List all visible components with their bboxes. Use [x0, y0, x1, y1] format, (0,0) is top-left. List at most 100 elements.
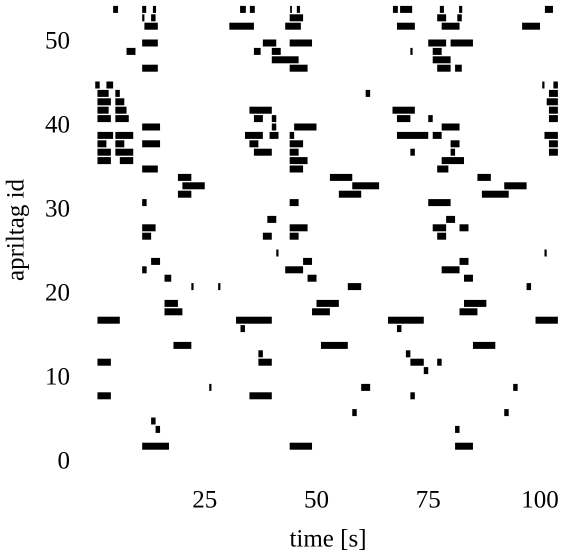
- event: [450, 39, 473, 47]
- event: [437, 64, 451, 72]
- event: [271, 115, 277, 123]
- event: [437, 14, 447, 22]
- event: [296, 5, 300, 13]
- event: [289, 131, 295, 139]
- event: [464, 274, 473, 282]
- event: [544, 131, 558, 139]
- event: [548, 115, 558, 123]
- event: [428, 39, 447, 47]
- event: [432, 131, 442, 139]
- event: [115, 106, 127, 114]
- event: [289, 157, 308, 165]
- event: [177, 190, 192, 198]
- event: [97, 140, 107, 148]
- event: [546, 98, 558, 106]
- event: [504, 409, 509, 417]
- event: [151, 417, 156, 425]
- event: [97, 98, 111, 106]
- event: [535, 316, 558, 324]
- event: [303, 257, 313, 265]
- event: [459, 257, 469, 265]
- event: [437, 165, 449, 173]
- y-tick-label: 0: [58, 448, 71, 475]
- event: [289, 199, 299, 207]
- event: [95, 81, 100, 89]
- event: [455, 64, 462, 72]
- event: [365, 89, 371, 97]
- event: [142, 224, 156, 232]
- event: [262, 39, 277, 47]
- event: [97, 157, 111, 165]
- event: [396, 131, 429, 139]
- event: [396, 22, 415, 30]
- event: [113, 5, 119, 13]
- event: [97, 115, 111, 123]
- event: [441, 157, 465, 165]
- event: [544, 249, 547, 257]
- y-tick-label: 40: [45, 112, 70, 139]
- event: [548, 140, 558, 148]
- event: [151, 257, 161, 265]
- event: [459, 308, 478, 316]
- event: [97, 358, 111, 366]
- event: [320, 341, 348, 349]
- x-axis-title: time [s]: [289, 526, 366, 553]
- event: [432, 47, 442, 55]
- event: [307, 274, 317, 282]
- event: [526, 283, 532, 291]
- event: [289, 148, 299, 156]
- event: [142, 123, 161, 131]
- event: [115, 131, 134, 139]
- event: [249, 140, 259, 148]
- y-tick-label: 20: [45, 280, 70, 307]
- event: [289, 64, 308, 72]
- event: [400, 5, 413, 13]
- event: [142, 165, 158, 173]
- event: [253, 47, 261, 55]
- event: [513, 383, 518, 391]
- event: [477, 173, 491, 181]
- event: [151, 14, 156, 22]
- event: [290, 5, 292, 13]
- event: [97, 316, 120, 324]
- event: [258, 358, 272, 366]
- event: [249, 5, 255, 13]
- x-tick-label: 25: [192, 487, 217, 514]
- event: [428, 115, 433, 123]
- event: [289, 232, 299, 240]
- event: [97, 392, 111, 400]
- event: [119, 157, 134, 165]
- event: [144, 22, 158, 30]
- event: [253, 148, 272, 156]
- event: [294, 123, 317, 131]
- event: [441, 266, 460, 274]
- event: [522, 22, 540, 30]
- event: [428, 199, 451, 207]
- event: [142, 442, 169, 450]
- event: [437, 232, 447, 240]
- event: [289, 165, 304, 173]
- event: [115, 98, 125, 106]
- event: [182, 182, 205, 190]
- event: [164, 299, 178, 307]
- event: [240, 325, 245, 333]
- x-tick-label: 75: [416, 487, 441, 514]
- y-tick-label: 30: [45, 196, 70, 223]
- event: [229, 22, 254, 30]
- event: [410, 358, 424, 366]
- event: [439, 5, 444, 13]
- event: [240, 5, 246, 13]
- event: [396, 115, 411, 123]
- event: [437, 358, 442, 366]
- event: [392, 106, 415, 114]
- event: [285, 22, 301, 30]
- event: [455, 442, 473, 450]
- event: [329, 173, 353, 181]
- event: [142, 64, 158, 72]
- event: [457, 14, 462, 22]
- event: [544, 5, 553, 13]
- event: [464, 299, 487, 307]
- event: [271, 123, 277, 131]
- event: [244, 131, 263, 139]
- event: [289, 14, 304, 22]
